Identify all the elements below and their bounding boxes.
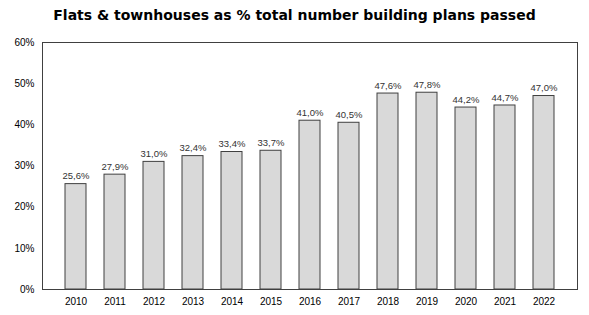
svg-text:0%: 0% <box>20 284 35 295</box>
svg-text:50%: 50% <box>14 78 34 89</box>
svg-text:60%: 60% <box>14 37 34 48</box>
svg-text:2013: 2013 <box>182 296 205 307</box>
svg-text:2019: 2019 <box>416 296 439 307</box>
svg-text:47,6%: 47,6% <box>375 80 402 91</box>
svg-text:40%: 40% <box>14 119 34 130</box>
svg-text:44,7%: 44,7% <box>492 92 519 103</box>
svg-text:40,5%: 40,5% <box>336 109 363 120</box>
svg-text:33,7%: 33,7% <box>258 137 285 148</box>
svg-text:25,6%: 25,6% <box>63 170 90 181</box>
svg-text:31,0%: 31,0% <box>141 148 168 159</box>
svg-text:2011: 2011 <box>104 296 126 307</box>
html-text:Flats & townhouses as % total: Flats & townhouses as % total number bui… <box>53 7 536 23</box>
svg-text:2015: 2015 <box>260 296 283 307</box>
svg-text:10%: 10% <box>14 243 34 254</box>
svg-text:30%: 30% <box>14 160 34 171</box>
svg-text:2021: 2021 <box>494 296 517 307</box>
svg-text:2018: 2018 <box>377 296 400 307</box>
svg-text:2012: 2012 <box>143 296 166 307</box>
svg-text:2022: 2022 <box>533 296 556 307</box>
svg-text:20%: 20% <box>14 201 34 212</box>
svg-text:2017: 2017 <box>338 296 361 307</box>
svg-text:44,2%: 44,2% <box>453 94 480 105</box>
svg-text:2016: 2016 <box>299 296 322 307</box>
svg-text:2010: 2010 <box>65 296 88 307</box>
svg-text:33,4%: 33,4% <box>219 138 246 149</box>
svg-text:47,0%: 47,0% <box>531 82 558 93</box>
svg-text:47,8%: 47,8% <box>414 79 441 90</box>
svg-text:2020: 2020 <box>455 296 478 307</box>
svg-text:41,0%: 41,0% <box>297 107 324 118</box>
svg-text:27,9%: 27,9% <box>102 161 129 172</box>
svg-text:2014: 2014 <box>221 296 244 307</box>
svg-text:32,4%: 32,4% <box>180 142 207 153</box>
